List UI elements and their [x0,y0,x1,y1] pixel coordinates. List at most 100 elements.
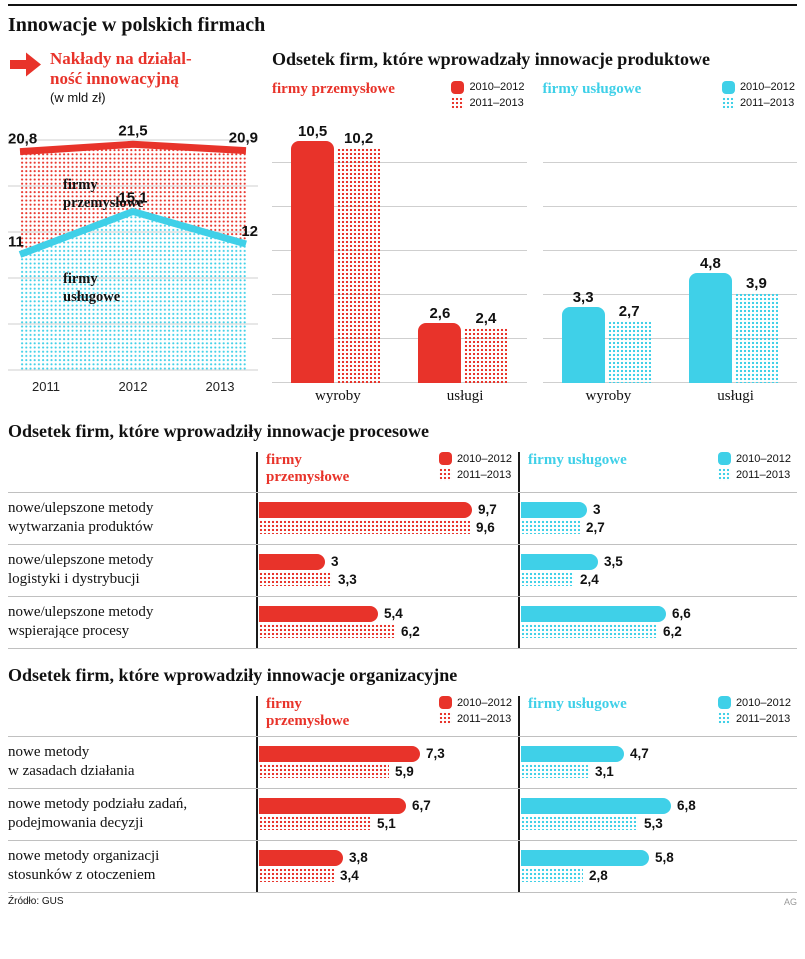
top-section: Nakłady na działal- ność innowacyjną (w … [8,49,797,405]
bars-cell-cyan: 6,6 6,2 [518,596,797,648]
org-header-industrial: firmy przemysłowe 2010–2012 2011–2013 [256,696,518,736]
bar-chart-service: 3,3 2,7 4,8 3,9 [542,118,797,383]
bar-value: 6,7 [412,798,431,814]
legend-swatch-dotted [438,712,452,726]
bar-line: 3,3 [259,572,518,587]
process-table: firmy przemysłowe 2010–2012 2011–2013 fi… [8,452,797,649]
org-chart-title: Odsetek firm, które wprowadziły innowacj… [8,664,458,685]
bar-value: 5,4 [384,606,403,622]
bar-item: 4,8 [688,254,732,383]
bar-value: 5,8 [655,850,674,866]
bar-dotted-red [259,520,470,535]
bars-cell-red: 9,7 9,6 [256,492,518,544]
legend-label: 2010–2012 [456,696,512,709]
bar-chart-industrial: 10,5 10,2 2,6 2,4 [272,118,527,383]
bar-item: 3,9 [734,276,778,383]
bar-line: 3,5 [521,553,797,570]
bar-solid-cyan [521,501,587,518]
product-panel-service: firmy usługowe 2010–2012 2011–2013 3,3 2,… [542,80,798,405]
bar-value: 2,8 [589,867,608,883]
bar-value: 10,2 [344,129,374,147]
org-table: firmy przemysłowe 2010–2012 2011–2013 fi… [8,696,797,893]
product-panels: firmy przemysłowe 2010–2012 2011–2013 10… [272,80,798,405]
legend-row: 2011–2013 [438,468,512,482]
bar-dotted-red [464,327,508,383]
legend: 2010–2012 2011–2013 [451,80,526,117]
legend-swatch-solid [451,80,465,94]
bar-value: 5,1 [377,815,396,831]
legend-row: 2011–2013 [438,712,512,726]
legend-label: 2011–2013 [735,712,791,725]
bar-line: 5,1 [259,816,518,831]
legend: 2010–2012 2011–2013 [717,452,793,482]
bar-value: 6,2 [663,623,682,639]
bar-item: 10,2 [337,129,381,383]
footer: Źródło: GUS AG [8,896,797,907]
bar-solid-red [259,605,378,622]
legend-row: 2010–2012 [721,80,795,94]
bar-dotted-cyan [521,816,638,831]
legend: 2010–2012 2011–2013 [717,696,793,726]
bar-line: 6,8 [521,797,797,814]
bar-line: 4,7 [521,745,797,762]
bar-solid-red [291,140,335,383]
bar-dotted-red [337,147,381,383]
bar-dotted-cyan [521,868,583,883]
legend-label: 2010–2012 [469,81,525,94]
bar-value: 4,7 [630,746,649,762]
org-header-service: firmy usługowe 2010–2012 2011–2013 [518,696,797,736]
legend: 2010–2012 2011–2013 [438,452,514,482]
bar-value: 6,2 [401,623,420,639]
row-label: nowe metody organizacji stosunków z otoc… [8,847,160,884]
bar-value: 3 [593,502,601,518]
bar-dotted-red [259,816,371,831]
bar-line: 3 [259,553,518,570]
legend-row: 2010–2012 [451,80,525,94]
category-labels: wyroby usługi [543,388,798,405]
bar-dotted-cyan [521,572,574,587]
bar-item: 2,7 [607,304,651,383]
line-industrial [19,140,247,156]
bar-dotted-cyan [607,320,651,383]
bar-value: 2,4 [475,309,497,327]
bar-value: 3,8 [349,850,368,866]
value-label: 15,1 [118,190,147,207]
bar-solid-red [259,745,420,762]
bar-value: 2,4 [580,571,599,587]
bar-solid-cyan [521,745,624,762]
bar-line: 5,4 [259,605,518,622]
bar-group: 2,6 2,4 [418,306,508,383]
table-row: nowe metody w zasadach działania 7,3 5,9 4,… [8,735,797,788]
x-axis-label: 2012 [119,379,148,394]
header-spacer [8,696,256,736]
legend-label: 2011–2013 [735,468,791,481]
bar-dotted-cyan [521,520,580,535]
bar-line: 9,7 [259,501,518,518]
org-table-header: firmy przemysłowe 2010–2012 2011–2013 fi… [8,696,797,736]
bar-dotted-red [259,868,334,883]
bar-line: 3,4 [259,868,518,883]
legend-row: 2011–2013 [717,712,791,726]
line-chart-block: Nakłady na działal- ność innowacyjną (w … [8,49,258,405]
bars-cell-cyan: 3,5 2,4 [518,544,797,596]
bar-dotted-cyan [521,624,657,639]
panel-title-industrial: firmy przemysłowe [272,80,395,97]
bars-cell-red: 7,3 5,9 [256,736,518,788]
bar-group: 10,5 10,2 [291,124,381,383]
bar-value: 4,8 [699,254,721,272]
table-row: nowe/ulepszone metody wspierające proces… [8,595,797,648]
legend-label: 2010–2012 [735,452,791,465]
legend-swatch-solid [438,696,452,710]
bars-cell-cyan: 6,8 5,3 [518,788,797,840]
bar-value: 5,9 [395,763,414,779]
process-chart-title: Odsetek firm, które wprowadziły innowacj… [8,420,429,441]
legend-row: 2011–2013 [721,96,795,110]
row-label: nowe/ulepszone metody wytwarzania produk… [8,499,154,536]
bar-item: 3,3 [561,290,605,383]
bar-line: 2,4 [521,572,797,587]
bar-dotted-red [259,624,395,639]
bar-line: 9,6 [259,520,518,535]
bar-value: 7,3 [426,746,445,762]
bar-solid-red [259,849,343,866]
legend-row: 2010–2012 [438,696,512,710]
